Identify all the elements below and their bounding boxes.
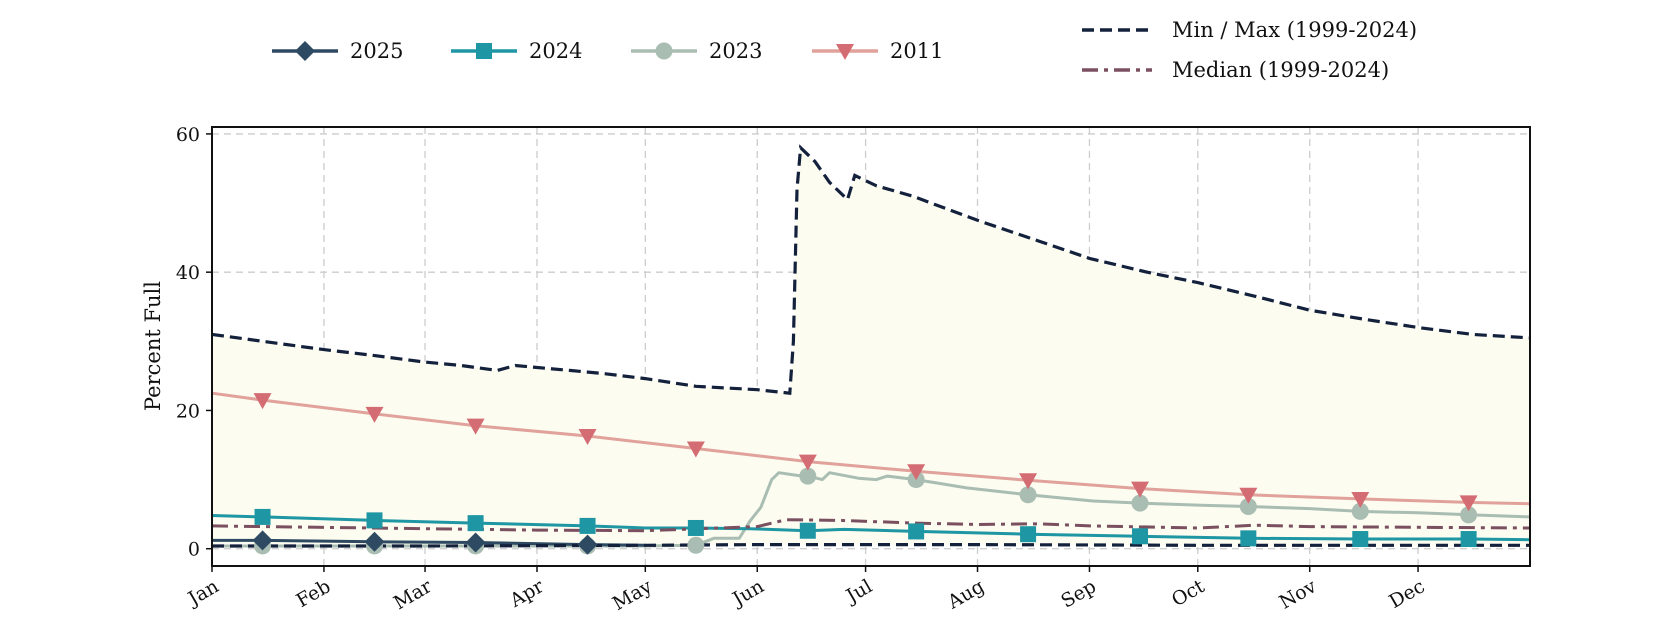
marker-2023 <box>687 536 705 554</box>
marker-2023 <box>1351 502 1369 520</box>
marker-2011 <box>1459 495 1478 512</box>
legend-label: 2011 <box>890 39 943 63</box>
legend-swatch-marker <box>295 41 315 61</box>
min-max-band <box>212 147 1530 546</box>
x-tick-label-aug: Aug <box>943 575 988 614</box>
legend-item-2024: 2024 <box>451 39 582 63</box>
marker-2011 <box>1019 473 1038 490</box>
marker-2023 <box>1460 506 1478 524</box>
x-tick-label-dec: Dec <box>1385 575 1428 613</box>
x-tick-label-mar: Mar <box>390 575 436 614</box>
marker-2025 <box>252 530 273 551</box>
marker-2011 <box>1239 487 1258 504</box>
marker-2011 <box>1131 481 1150 498</box>
min-max-fill <box>212 147 1530 546</box>
marker-2011 <box>578 429 597 446</box>
legend-label: 2024 <box>529 39 582 63</box>
marker-2024 <box>1020 526 1037 543</box>
series-line-median-1999-2024 <box>211 518 1531 533</box>
marker-2011 <box>1351 491 1370 508</box>
marker-2024 <box>254 508 271 525</box>
y-tick-label-0: 0 <box>188 539 200 561</box>
marker-2011 <box>253 393 272 410</box>
legend-swatch-marker <box>836 44 854 60</box>
plot-frame <box>211 126 1531 567</box>
legend-label: 2025 <box>350 39 403 63</box>
x-tick-label-jan: Jan <box>183 575 223 611</box>
series-line-2011 <box>211 391 1531 506</box>
x-tick-label-jun: Jun <box>727 575 768 611</box>
marker-2024 <box>687 519 704 536</box>
legend: 2025 2024 2023 2011 Min / Max (1999-2024) Med… <box>272 18 1417 82</box>
y-axis-ticks: 0 20 40 60 <box>176 124 212 561</box>
marker-2024 <box>467 515 484 532</box>
marker-2025 <box>465 532 486 553</box>
legend-swatch-marker <box>476 43 492 59</box>
marker-2011 <box>466 418 485 435</box>
min-line <box>212 543 1530 548</box>
y-axis-title: Percent Full <box>141 281 165 411</box>
x-axis-ticks: Jan Feb Mar Apr May Jun Jul Aug Sep Oct Nov Dec <box>183 566 1429 615</box>
x-tick-label-may: May <box>609 575 656 615</box>
marker-2024 <box>1460 531 1477 548</box>
marker-2024 <box>579 517 596 534</box>
legend-item-2011: 2011 <box>812 39 943 63</box>
legend-item-median-1999-2024: Median (1999-2024) <box>1082 58 1389 82</box>
legend-label: Min / Max (1999-2024) <box>1172 18 1417 42</box>
series-markers <box>252 393 1478 555</box>
marker-2024 <box>1132 528 1149 545</box>
x-tick-label-jul: Jul <box>841 575 876 608</box>
legend-swatch-marker <box>655 42 673 60</box>
x-tick-label-oct: Oct <box>1168 575 1209 611</box>
marker-2024 <box>366 512 383 529</box>
marker-2023 <box>1131 494 1149 512</box>
marker-2025 <box>577 534 598 555</box>
x-tick-label-sep: Sep <box>1057 575 1100 612</box>
x-tick-label-nov: Nov <box>1276 575 1321 614</box>
marker-2023 <box>799 467 817 485</box>
y-tick-label-60: 60 <box>176 124 200 146</box>
legend-label: Median (1999-2024) <box>1172 58 1389 82</box>
marker-2024 <box>908 523 925 540</box>
marker-2024 <box>799 522 816 539</box>
marker-2025 <box>364 531 385 552</box>
marker-2011 <box>907 464 926 481</box>
legend-label: 2023 <box>709 39 762 63</box>
marker-2011 <box>365 406 384 423</box>
x-tick-label-feb: Feb <box>293 575 335 612</box>
marker-2023 <box>1019 486 1037 504</box>
plot-border <box>211 126 1531 567</box>
marker-2023 <box>1239 498 1257 516</box>
x-tick-label-apr: Apr <box>505 575 548 612</box>
y-tick-label-40: 40 <box>176 262 200 284</box>
max-line <box>211 144 1531 395</box>
legend-item-min-max-1999-2024: Min / Max (1999-2024) <box>1082 18 1417 42</box>
legend-item-2023: 2023 <box>631 39 762 63</box>
marker-2024 <box>1240 530 1257 547</box>
y-tick-label-20: 20 <box>176 400 200 422</box>
marker-2011 <box>798 454 817 471</box>
marker-2011 <box>686 441 705 458</box>
legend-item-2025: 2025 <box>272 39 403 63</box>
marker-2024 <box>1352 531 1369 548</box>
